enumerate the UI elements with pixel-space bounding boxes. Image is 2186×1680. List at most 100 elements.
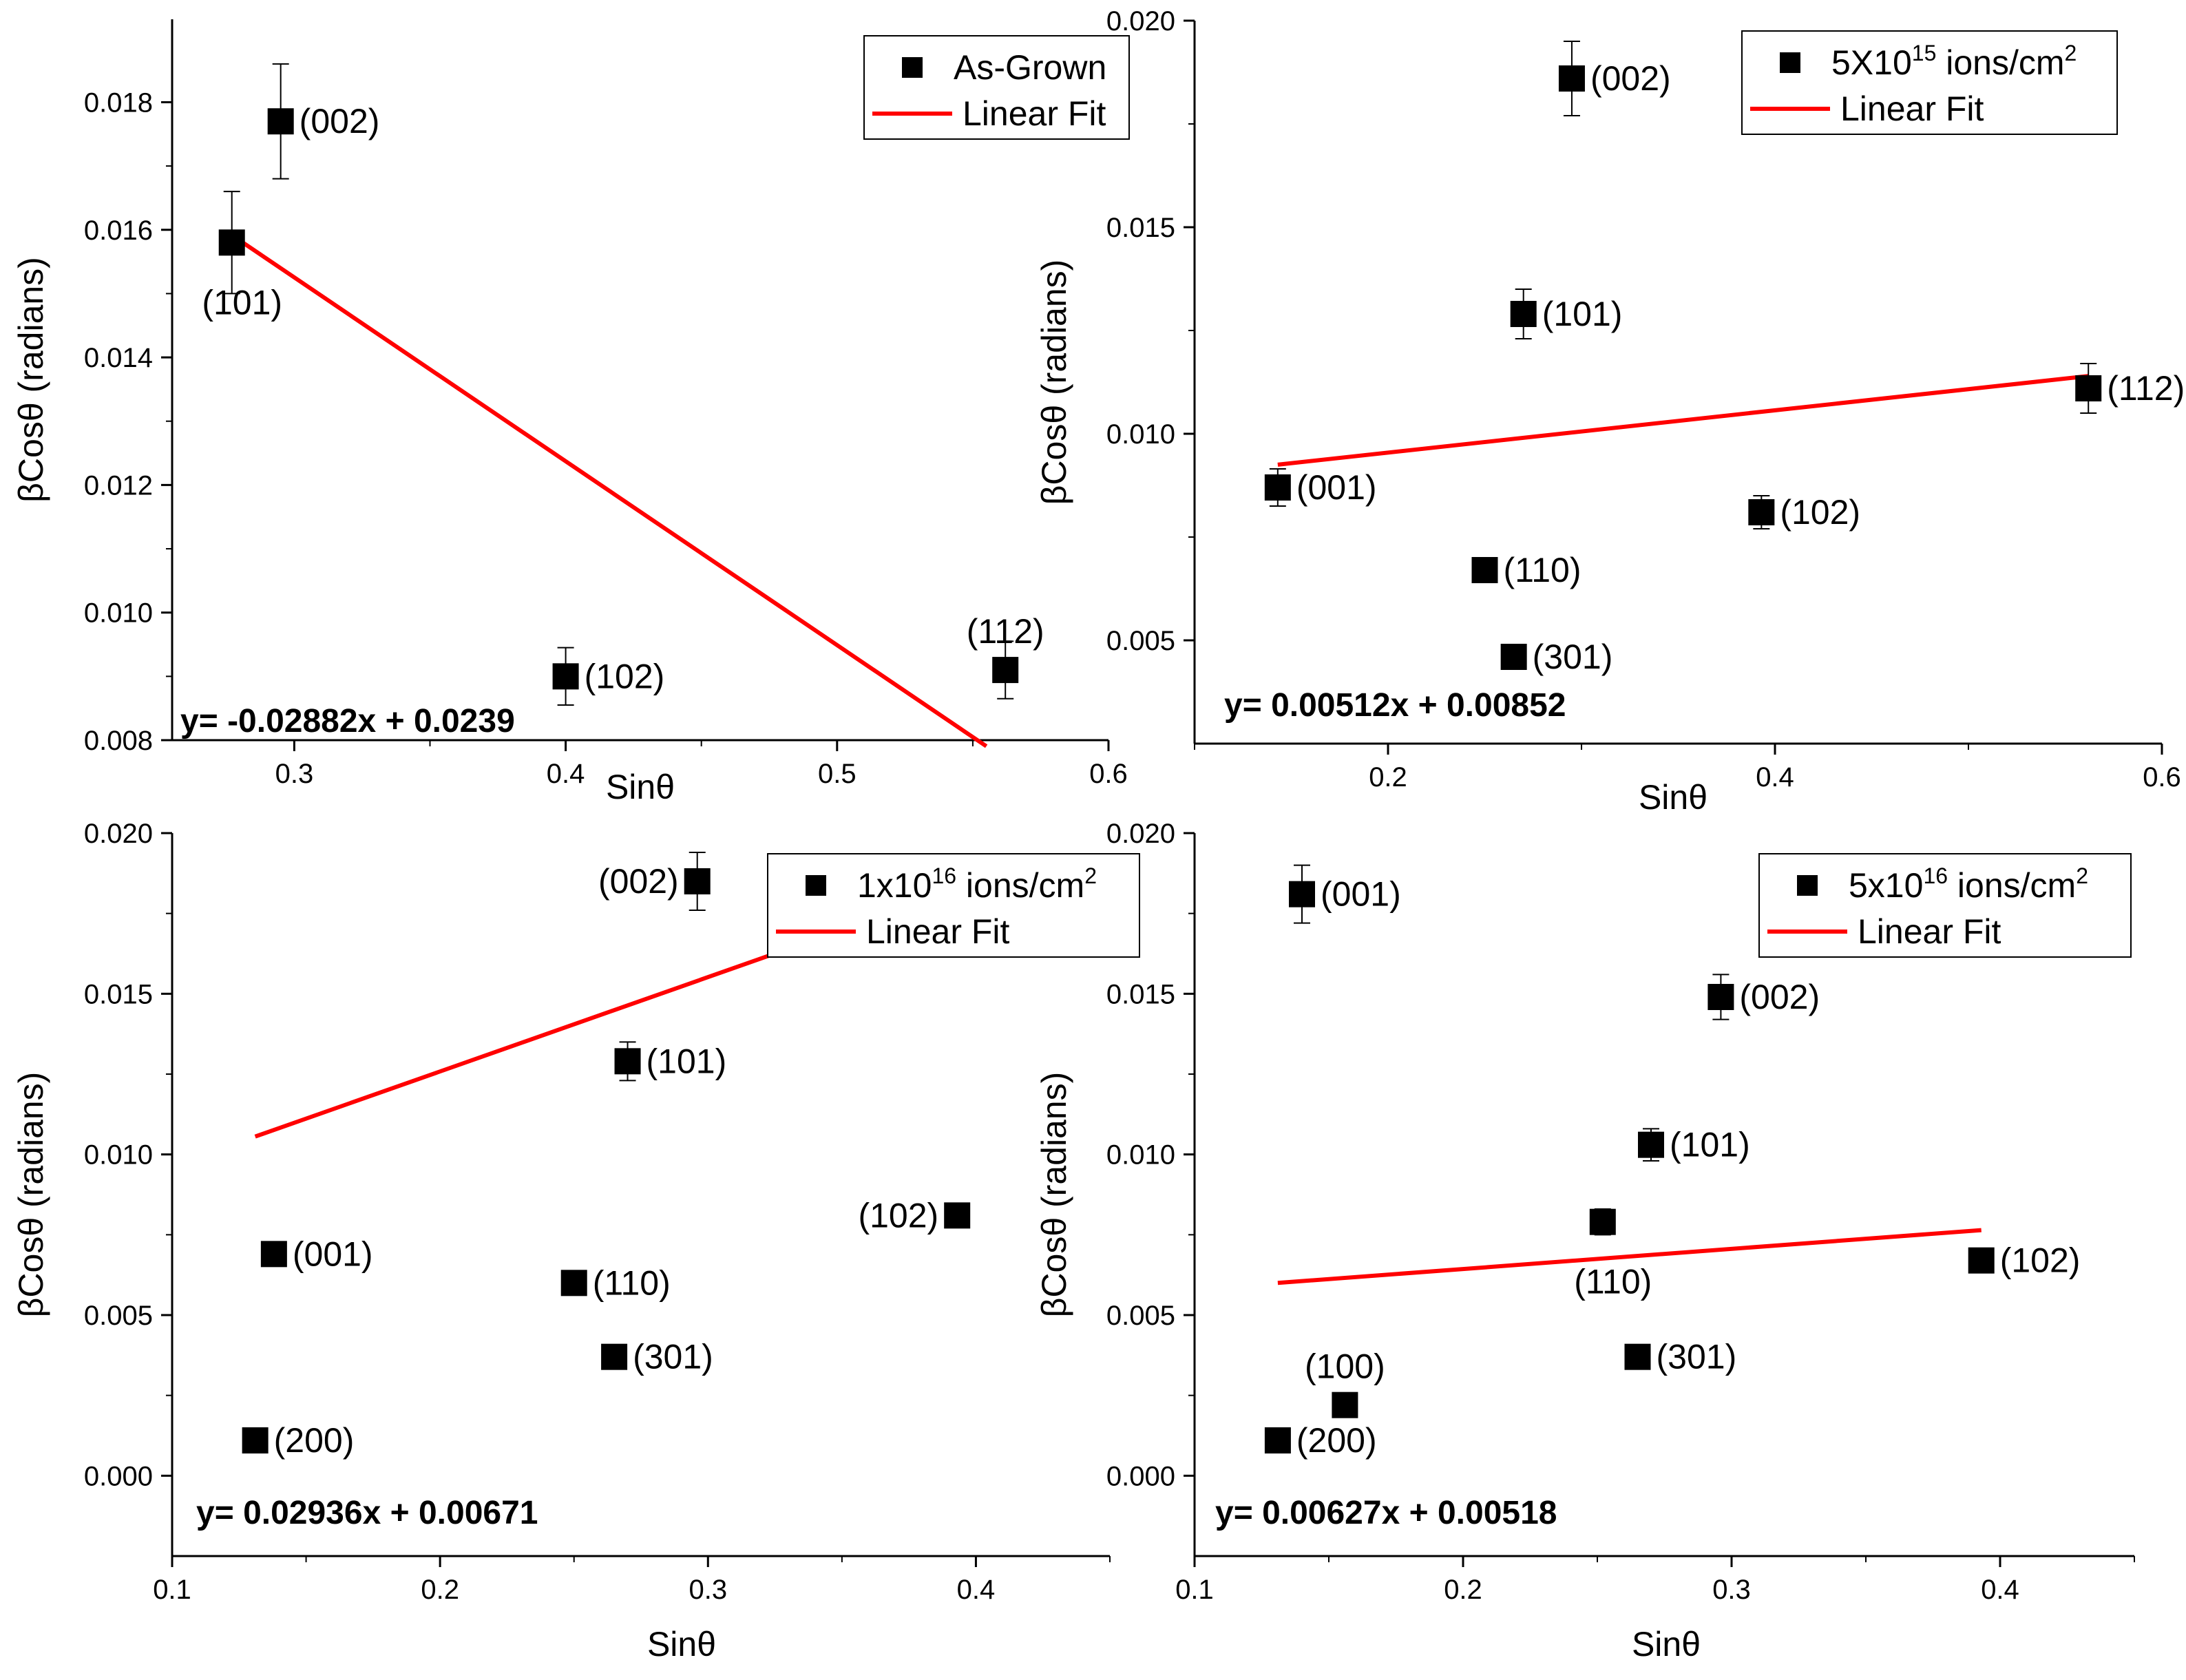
legend-fit-label: Linear Fit — [866, 912, 1010, 951]
x-axis-title: Sinθ — [647, 1625, 716, 1663]
y-tick-label: 0.000 — [84, 1461, 153, 1491]
x-tick-label: 0.3 — [689, 1575, 727, 1605]
x-tick-label: 0.3 — [1712, 1575, 1751, 1605]
legend-marker — [806, 875, 826, 896]
linear-fit-line — [1277, 374, 2089, 467]
legend-box — [767, 853, 1140, 958]
data-point-label: (101) — [1670, 1126, 1750, 1164]
y-tick-label: 0.000 — [1106, 1461, 1175, 1491]
data-point-label: (101) — [202, 283, 282, 322]
legend-fit-label: Linear Fit — [963, 94, 1106, 133]
legend-marker — [1780, 52, 1800, 73]
legend-box — [1758, 853, 2132, 958]
legend-box — [863, 35, 1130, 140]
data-point-marker — [992, 657, 1019, 684]
x-tick-label: 0.1 — [1175, 1575, 1214, 1605]
y-tick-label: 0.012 — [84, 470, 153, 501]
data-point-label: (100) — [1305, 1347, 1385, 1386]
y-tick-label: 0.014 — [84, 343, 153, 373]
x-tick-label: 0.6 — [2143, 762, 2181, 792]
x-axis-title: Sinθ — [1639, 778, 1707, 817]
data-point-label: (301) — [1533, 638, 1613, 676]
data-point-label: (112) — [2107, 369, 2185, 408]
data-point-marker — [1624, 1343, 1651, 1370]
x-tick-label: 0.2 — [1444, 1575, 1482, 1605]
data-point-marker — [552, 663, 579, 690]
y-axis-title: βCosθ (radians) — [1035, 260, 1073, 505]
data-point-marker — [1500, 644, 1527, 670]
legend-fit-label: Linear Fit — [1840, 90, 1984, 128]
legend-marker — [1797, 875, 1818, 896]
legend-series-label: 5X1015 ions/cm2 — [1831, 41, 2077, 82]
data-point-label: (112) — [967, 612, 1044, 651]
legend: 1x1016 ions/cm2 Linear Fit — [767, 853, 1140, 958]
data-point-label: (301) — [1657, 1338, 1737, 1376]
y-tick-label: 0.005 — [1106, 1301, 1175, 1331]
data-point-label: (001) — [1296, 468, 1377, 507]
y-tick-label: 0.005 — [84, 1301, 153, 1331]
x-tick-label: 0.5 — [818, 759, 856, 789]
y-tick-label: 0.010 — [84, 1140, 153, 1170]
legend-series-label: 1x1016 ions/cm2 — [857, 863, 1097, 905]
data-point-marker — [1638, 1131, 1664, 1158]
data-point-marker — [2075, 375, 2102, 401]
fit-equation: y= -0.02882x + 0.0239 — [180, 703, 515, 739]
linear-fit-line — [231, 233, 988, 748]
data-point-label: (110) — [1574, 1263, 1652, 1301]
x-tick-label: 0.4 — [957, 1575, 996, 1605]
data-point-label: (301) — [633, 1338, 713, 1376]
y-tick-label: 0.005 — [1106, 626, 1175, 656]
x-tick-label: 0.4 — [1981, 1575, 2019, 1605]
linear-fit-line — [1277, 1228, 1982, 1285]
data-point-marker — [684, 868, 711, 894]
data-point-label: (001) — [293, 1235, 373, 1273]
legend: As-Grown Linear Fit — [863, 35, 1130, 140]
panel-5x10-16: 0.000 0.005 0.010 0.015 0.020 0.1 0.2 0.3 0.4 βCo… — [1035, 819, 2135, 1663]
data-point-marker — [944, 1202, 971, 1229]
y-axis-title: βCosθ (radians) — [12, 257, 50, 503]
y-tick-label: 0.015 — [1106, 213, 1175, 243]
data-point-marker — [260, 1241, 287, 1268]
x-tick-label: 0.2 — [421, 1575, 459, 1605]
legend: 5x1016 ions/cm2 Linear Fit — [1758, 853, 2132, 958]
legend-series-label: As-Grown — [954, 48, 1106, 87]
legend-marker — [902, 57, 923, 78]
x-tick-label: 0.1 — [153, 1575, 191, 1605]
x-axis-title: Sinθ — [1632, 1625, 1701, 1663]
data-point-marker — [1707, 984, 1734, 1010]
x-tick-label: 0.2 — [1369, 762, 1407, 792]
data-point-marker — [1332, 1392, 1358, 1418]
data-point-label: (102) — [1780, 493, 1860, 532]
data-point-label: (101) — [647, 1042, 727, 1080]
x-tick-label: 0.3 — [275, 759, 314, 789]
data-point-marker — [267, 108, 294, 135]
legend-fit-label: Linear Fit — [1858, 912, 2001, 951]
data-point-label: (200) — [274, 1421, 355, 1460]
data-point-label: (101) — [1542, 295, 1623, 333]
data-point-marker — [601, 1343, 628, 1370]
y-tick-label: 0.015 — [1106, 979, 1175, 1009]
data-point-marker — [1264, 1427, 1291, 1453]
fit-equation: y= 0.00512x + 0.00852 — [1224, 687, 1566, 724]
panel-1x10-16: 0.000 0.005 0.010 0.015 0.020 0.1 0.2 0.3 0.4 βCo… — [12, 819, 1140, 1663]
y-tick-label: 0.020 — [1106, 819, 1175, 849]
data-point-marker — [1748, 499, 1775, 525]
legend-box — [1741, 30, 2118, 135]
data-point-label: (002) — [1590, 59, 1671, 98]
data-point-marker — [1968, 1247, 1995, 1274]
data-point-marker — [1589, 1208, 1616, 1235]
y-tick-label: 0.016 — [84, 216, 153, 246]
legend: 5X1015 ions/cm2 Linear Fit — [1741, 30, 2118, 135]
data-point-label: (002) — [1739, 978, 1820, 1016]
data-point-marker — [1264, 474, 1291, 501]
x-axis-title: Sinθ — [606, 768, 675, 806]
data-point-label: (102) — [858, 1196, 938, 1235]
data-point-label: (002) — [598, 862, 679, 901]
panel-as-grown: 0.008 0.010 0.012 0.014 0.016 0.018 0.3 0.4 0.5 0… — [12, 19, 1130, 806]
data-point-label: (110) — [593, 1263, 671, 1302]
legend-series-label: 5x1016 ions/cm2 — [1849, 863, 2088, 905]
data-point-marker — [614, 1048, 641, 1075]
data-point-label: (110) — [1504, 551, 1581, 589]
